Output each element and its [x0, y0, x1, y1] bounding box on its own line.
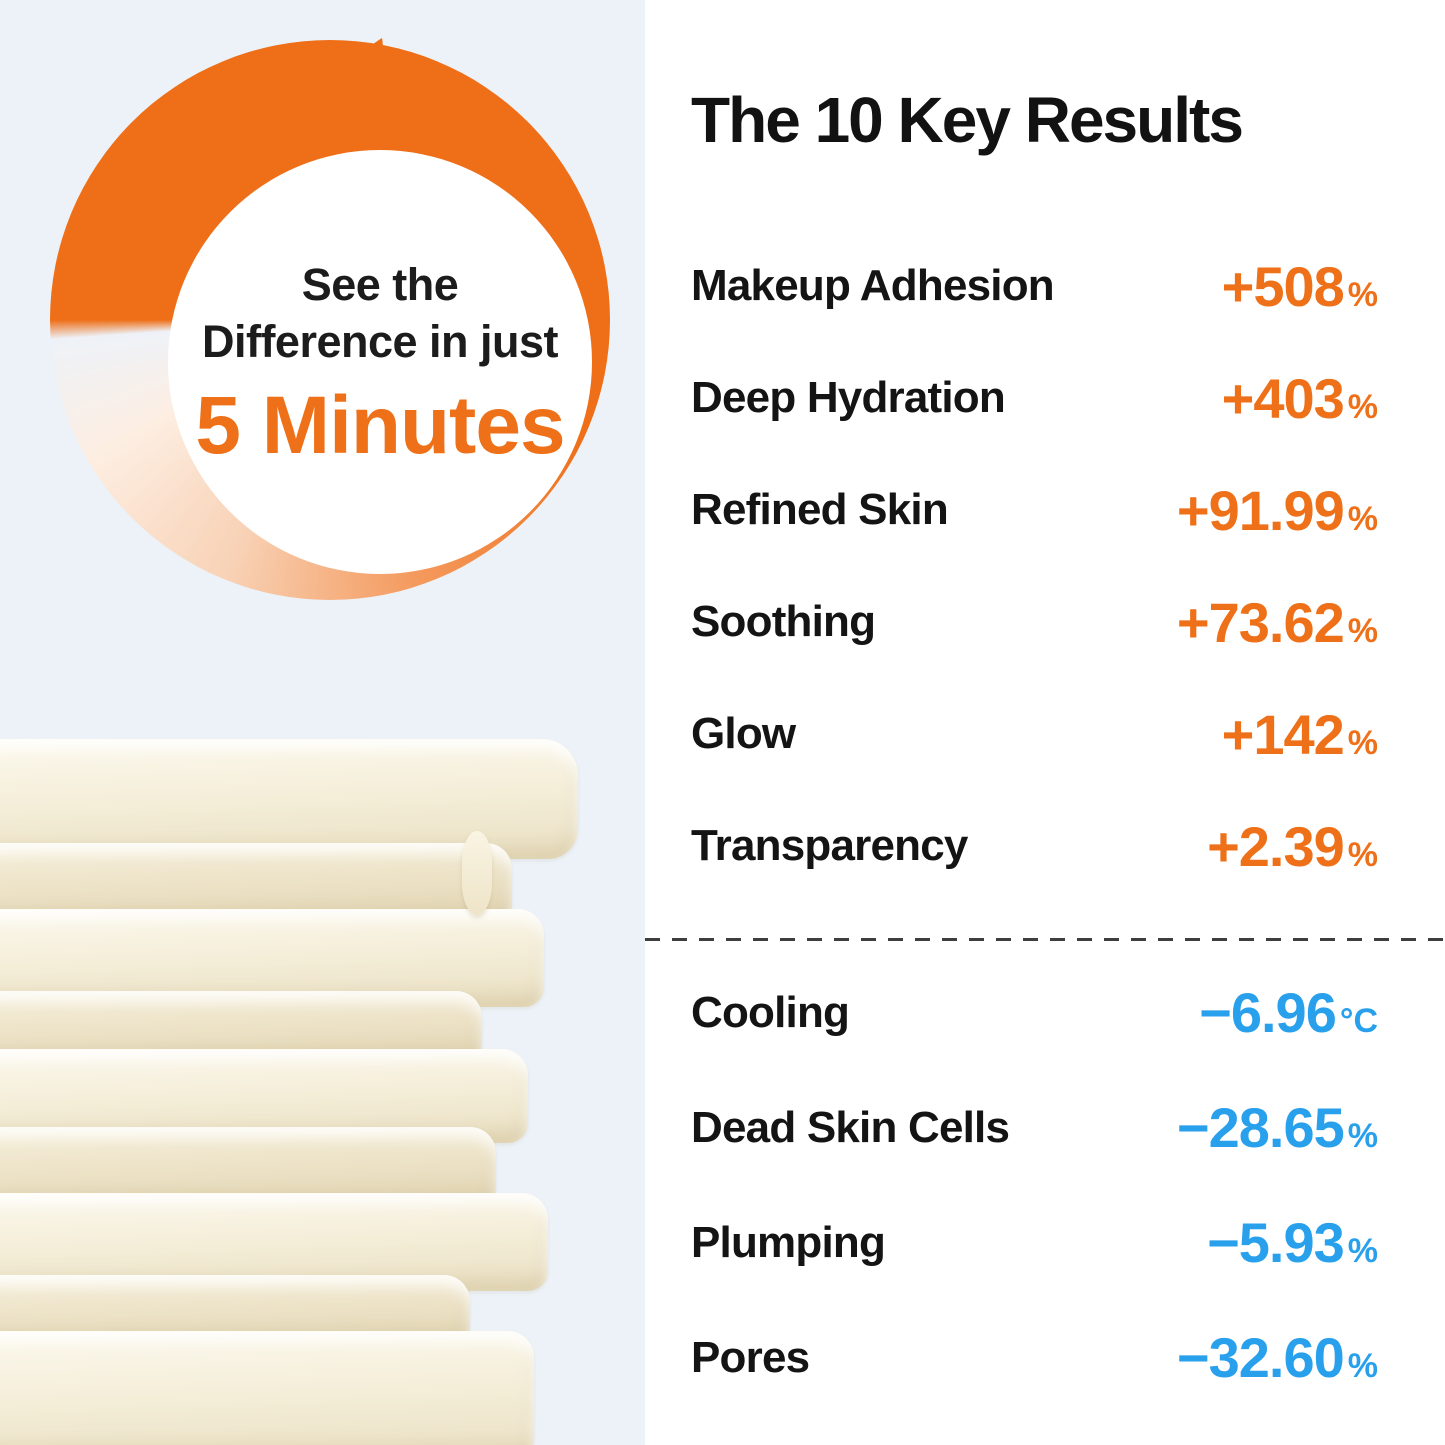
- result-label: Pores: [691, 1332, 810, 1382]
- result-unit: °C: [1339, 1002, 1378, 1041]
- result-value: +73.62%: [1177, 590, 1378, 655]
- results-panel: The 10 Key Results Makeup Adhesion +508%…: [645, 0, 1445, 1445]
- result-label: Deep Hydration: [691, 373, 1006, 423]
- badge-highlight: 5 Minutes 5 Minutes: [188, 377, 572, 473]
- gel-slab: [0, 909, 544, 1007]
- result-value: −28.65%: [1177, 1095, 1378, 1160]
- result-number: +91.99: [1176, 478, 1345, 542]
- result-unit: %: [1347, 611, 1378, 650]
- result-number: +142: [1221, 702, 1345, 766]
- result-value: −32.60%: [1177, 1325, 1378, 1390]
- gel-slab: [0, 739, 578, 859]
- result-row: Refined Skin +91.99%: [691, 454, 1378, 566]
- left-panel: See the Difference in just 5 Minutes 5 M…: [0, 0, 645, 1445]
- five-minute-badge: See the Difference in just 5 Minutes 5 M…: [50, 40, 610, 600]
- result-label: Makeup Adhesion: [691, 261, 1055, 311]
- result-row: Soothing +73.62%: [691, 566, 1378, 678]
- gel-drip: [462, 831, 492, 915]
- result-number: −6.96: [1199, 981, 1337, 1045]
- result-value: +403%: [1222, 366, 1378, 431]
- result-label: Dead Skin Cells: [691, 1102, 1010, 1152]
- result-value: +508%: [1222, 254, 1378, 319]
- result-value: +142%: [1222, 702, 1378, 767]
- result-number: +2.39: [1207, 814, 1345, 878]
- result-unit: %: [1347, 275, 1378, 314]
- result-number: +508: [1221, 254, 1345, 318]
- result-row: Cooling −6.96 °C: [691, 955, 1378, 1070]
- result-value: −6.96 °C: [1199, 980, 1378, 1045]
- result-label: Transparency: [691, 821, 968, 871]
- badge-highlight-outline: 5 Minutes: [188, 377, 572, 473]
- result-row: Transparency +2.39%: [691, 790, 1378, 902]
- result-value: +2.39%: [1207, 814, 1378, 879]
- result-label: Cooling: [691, 987, 850, 1037]
- product-stack-photo: [0, 739, 622, 1445]
- badge-highlight-text: 5 Minutes: [195, 379, 565, 471]
- gel-slab: [0, 1193, 548, 1291]
- result-row: Plumping −5.93%: [691, 1185, 1378, 1300]
- negative-results-list: Cooling −6.96 °C Dead Skin Cells −28.65% …: [691, 955, 1378, 1415]
- result-row: Pores −32.60%: [691, 1300, 1378, 1415]
- result-number: −5.93: [1207, 1211, 1345, 1275]
- result-unit: %: [1347, 1117, 1378, 1156]
- result-row: Deep Hydration +403%: [691, 342, 1378, 454]
- result-label: Refined Skin: [691, 485, 949, 535]
- result-value: −5.93%: [1207, 1210, 1378, 1275]
- dashed-divider: [645, 938, 1445, 942]
- result-row: Dead Skin Cells −28.65%: [691, 1070, 1378, 1185]
- result-number: −28.65: [1176, 1096, 1345, 1160]
- results-title: The 10 Key Results: [691, 84, 1244, 156]
- result-label: Glow: [691, 709, 796, 759]
- result-row: Glow +142%: [691, 678, 1378, 790]
- result-unit: %: [1347, 387, 1378, 426]
- result-unit: %: [1347, 1347, 1378, 1386]
- badge-inner-disc: See the Difference in just 5 Minutes 5 M…: [168, 150, 592, 574]
- result-number: +403: [1221, 366, 1345, 430]
- result-row: Makeup Adhesion +508%: [691, 230, 1378, 342]
- result-value: +91.99%: [1177, 478, 1378, 543]
- positive-results-list: Makeup Adhesion +508% Deep Hydration +40…: [691, 230, 1378, 902]
- badge-line2: Difference in just: [201, 316, 559, 367]
- result-label: Soothing: [691, 597, 876, 647]
- result-unit: %: [1347, 835, 1378, 874]
- badge-line1: See the: [301, 259, 459, 311]
- result-unit: %: [1347, 1232, 1378, 1271]
- gel-slab: [0, 1331, 534, 1445]
- result-number: +73.62: [1176, 590, 1345, 654]
- result-label: Plumping: [691, 1217, 886, 1267]
- result-number: −32.60: [1176, 1326, 1345, 1390]
- result-unit: %: [1347, 723, 1378, 762]
- result-unit: %: [1347, 499, 1378, 538]
